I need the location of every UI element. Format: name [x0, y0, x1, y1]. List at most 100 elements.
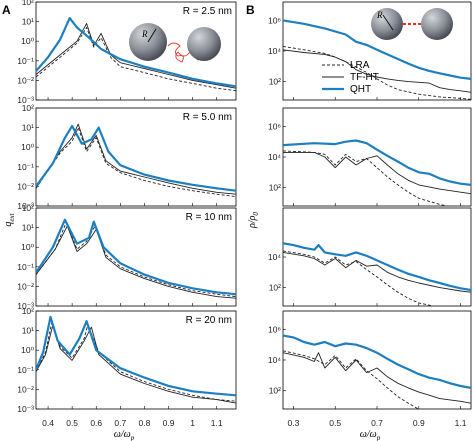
y-tick-label: 10⁻¹ — [17, 365, 34, 375]
series-line-tf-ht — [283, 352, 471, 404]
y-tick-label: 10⁻² — [17, 75, 34, 85]
x-tick-label: 0.4 — [42, 418, 54, 428]
series-line-tf-ht — [283, 151, 471, 195]
inset-single-sphere: R — [129, 23, 221, 63]
series-line-lra — [36, 127, 236, 198]
series-line-qht — [283, 139, 471, 186]
y-tick-label: 10² — [269, 183, 281, 193]
y-tick-label: 10⁶ — [268, 324, 281, 334]
dimer-radius-symbol: R — [376, 10, 383, 20]
y-tick-label: 10⁻¹ — [17, 262, 34, 272]
x-tick-label: 1 — [190, 418, 195, 428]
y-tick-label: 10⁻² — [17, 281, 34, 291]
dimer-sphere-left-icon — [371, 8, 403, 40]
series-line-lra — [283, 150, 450, 206]
plot-layer: 10² 10¹ 10⁰ 10⁻¹ 10⁻² 10⁻³ R = 2.5 nm 10² 10¹ 10⁰… — [17, 0, 472, 428]
panel-b-ylabel: ρ/ρ0 — [247, 212, 260, 229]
x-tick-label: 0.5 — [329, 418, 341, 428]
x-tick-label: 0.7 — [114, 418, 126, 428]
x-tick-label: 0.8 — [139, 418, 151, 428]
y-tick-label: 10⁻³ — [17, 404, 34, 414]
x-tick-label: 1.1 — [211, 418, 223, 428]
legend-tfht-label: TF-HT — [350, 72, 379, 83]
y-tick-label: 10⁻² — [17, 384, 34, 394]
y-tick-label: 10¹ — [22, 223, 34, 233]
legend-qht-label: QHT — [350, 84, 371, 95]
legend: LRA TF-HT QHT — [322, 60, 379, 95]
row-size-label: R = 20 nm — [186, 315, 232, 326]
x-tick-label: 0.6 — [90, 418, 102, 428]
plot-frame — [35, 207, 237, 307]
panel-a-letter: A — [2, 3, 11, 17]
y-tick-label: 10² — [269, 77, 281, 87]
y-tick-label: 10⁰ — [21, 142, 34, 152]
y-tick-label: 10² — [269, 386, 281, 396]
series-line-qht — [283, 242, 471, 292]
x-tick-label: 1.1 — [455, 418, 467, 428]
y-tick-label: 10² — [22, 0, 34, 7]
y-tick-label: 10⁴ — [268, 152, 281, 162]
x-tick-label: 0.9 — [163, 418, 175, 428]
x-tick-label: 0.9 — [413, 418, 425, 428]
series-line-lra — [36, 222, 236, 298]
y-tick-label: 10⁻³ — [17, 301, 34, 311]
plot-frame — [35, 107, 237, 207]
y-tick-label: 10² — [22, 103, 34, 113]
series-line-lra — [283, 350, 420, 409]
series-line-lra — [283, 250, 435, 306]
series-line-tf-ht — [36, 123, 236, 195]
y-tick-label: 10² — [22, 203, 34, 213]
radius-symbol: R — [141, 29, 148, 39]
plot-frame — [35, 1, 237, 101]
series-line-tf-ht — [283, 251, 471, 293]
y-tick-label: 10¹ — [22, 123, 34, 133]
plot-frame — [35, 310, 237, 410]
y-tick-label: 10¹ — [22, 326, 34, 336]
series-line-qht — [283, 334, 471, 389]
y-tick-label: 10⁴ — [268, 355, 281, 365]
series-line-tf-ht — [36, 324, 236, 404]
y-tick-label: 10⁶ — [268, 121, 281, 131]
radius-line — [147, 28, 157, 43]
y-tick-label: 10⁰ — [21, 36, 34, 46]
plot-frame — [282, 107, 472, 207]
inset-dimer: R — [371, 8, 453, 40]
series-line-lra — [36, 27, 236, 92]
row-size-label: R = 5.0 nm — [183, 112, 232, 123]
y-tick-label: 10⁻³ — [17, 201, 34, 211]
y-tick-label: 10⁻¹ — [17, 162, 34, 172]
series-line-qht — [36, 218, 236, 296]
y-tick-label: 10⁴ — [268, 252, 281, 262]
legend-lra-label: LRA — [350, 60, 370, 71]
plot-frame — [282, 207, 472, 307]
y-tick-label: 10⁴ — [268, 46, 281, 56]
y-tick-label: 10⁶ — [268, 15, 281, 25]
x-tick-label: 0.3 — [288, 418, 300, 428]
panel-a-ylabel: qext — [3, 212, 16, 226]
panel-b-letter: B — [246, 3, 255, 17]
y-tick-label: 10⁻² — [17, 181, 34, 191]
row-size-label: R = 10 nm — [186, 212, 232, 223]
series-line-qht — [36, 315, 236, 397]
dimer-sphere-right-icon — [421, 8, 453, 40]
panel-a-xlabel: ω/ωp — [114, 429, 135, 441]
y-tick-label: 10⁰ — [21, 242, 34, 252]
row-size-label: R = 2.5 nm — [183, 6, 232, 17]
y-tick-label: 10⁻³ — [17, 95, 34, 105]
sphere-icon-2 — [187, 27, 221, 61]
series-line-qht — [36, 124, 236, 192]
y-tick-label: 10⁻¹ — [17, 56, 34, 66]
series-line-qht — [283, 19, 471, 80]
y-tick-label: 10¹ — [22, 17, 34, 27]
x-tick-label: 0.7 — [371, 418, 383, 428]
y-tick-label: 10² — [22, 306, 34, 316]
y-tick-label: 10⁰ — [21, 345, 34, 355]
series-line-tf-ht — [283, 49, 471, 93]
dimer-radius-line — [382, 14, 394, 31]
x-tick-label: 0.5 — [66, 418, 78, 428]
panel-b-xlabel: ω/ωp — [360, 429, 381, 441]
series-line-lra — [36, 322, 236, 402]
y-tick-label: 10² — [269, 283, 281, 293]
series-line-tf-ht — [36, 225, 236, 299]
